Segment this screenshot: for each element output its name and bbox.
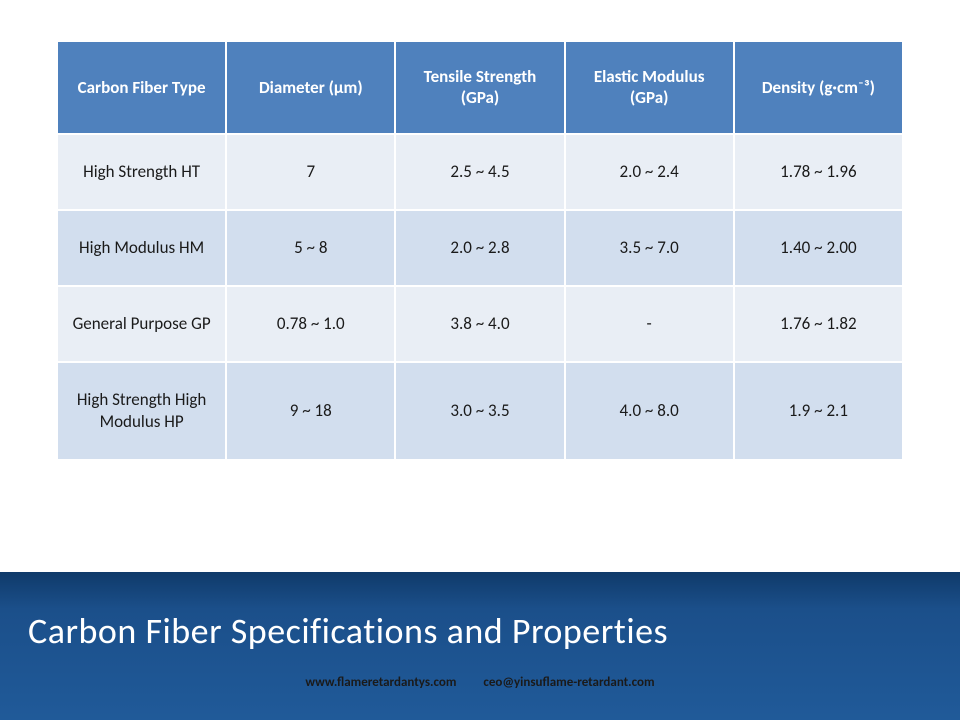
table-row: High Modulus HM 5 ~ 8 2.0 ~ 2.8 3.5 ~ 7.… — [57, 210, 903, 286]
table-row: General Purpose GP 0.78 ~ 1.0 3.8 ~ 4.0 … — [57, 286, 903, 362]
cell-density: 1.78 ~ 1.96 — [734, 134, 903, 210]
table-header-row: Carbon Fiber Type Diameter (μm) Tensile … — [57, 41, 903, 134]
cell-type: High Strength High Modulus HP — [57, 362, 226, 460]
page-title: Carbon Fiber Specifications and Properti… — [28, 609, 668, 653]
cell-diameter: 0.78 ~ 1.0 — [226, 286, 395, 362]
cell-tensile: 3.0 ~ 3.5 — [395, 362, 564, 460]
cell-modulus: 4.0 ~ 8.0 — [565, 362, 734, 460]
cell-density: 1.40 ~ 2.00 — [734, 210, 903, 286]
col-density: Density (g·cm⁻³) — [734, 41, 903, 134]
cell-diameter: 9 ~ 18 — [226, 362, 395, 460]
footer-website: www.flameretardantys.com — [305, 675, 456, 690]
cell-tensile: 3.8 ~ 4.0 — [395, 286, 564, 362]
footer-contact: www.flameretardantys.com ceo@yinsuflame-… — [28, 675, 932, 690]
footer-bar: Carbon Fiber Specifications and Properti… — [0, 572, 960, 720]
cell-type: High Modulus HM — [57, 210, 226, 286]
table-container: Carbon Fiber Type Diameter (μm) Tensile … — [0, 0, 960, 572]
cell-diameter: 5 ~ 8 — [226, 210, 395, 286]
cell-tensile: 2.0 ~ 2.8 — [395, 210, 564, 286]
table-row: High Strength HT 7 2.5 ~ 4.5 2.0 ~ 2.4 1… — [57, 134, 903, 210]
cell-density: 1.9 ~ 2.1 — [734, 362, 903, 460]
cell-modulus: 2.0 ~ 2.4 — [565, 134, 734, 210]
cell-density: 1.76 ~ 1.82 — [734, 286, 903, 362]
spec-table: Carbon Fiber Type Diameter (μm) Tensile … — [56, 40, 904, 461]
cell-tensile: 2.5 ~ 4.5 — [395, 134, 564, 210]
cell-modulus: 3.5 ~ 7.0 — [565, 210, 734, 286]
cell-modulus: - — [565, 286, 734, 362]
col-diameter: Diameter (μm) — [226, 41, 395, 134]
footer-email: ceo@yinsuflame-retardant.com — [483, 675, 654, 690]
cell-type: General Purpose GP — [57, 286, 226, 362]
cell-diameter: 7 — [226, 134, 395, 210]
table-row: High Strength High Modulus HP 9 ~ 18 3.0… — [57, 362, 903, 460]
col-modulus: Elastic Modulus (GPa) — [565, 41, 734, 134]
col-tensile: Tensile Strength (GPa) — [395, 41, 564, 134]
col-type: Carbon Fiber Type — [57, 41, 226, 134]
cell-type: High Strength HT — [57, 134, 226, 210]
